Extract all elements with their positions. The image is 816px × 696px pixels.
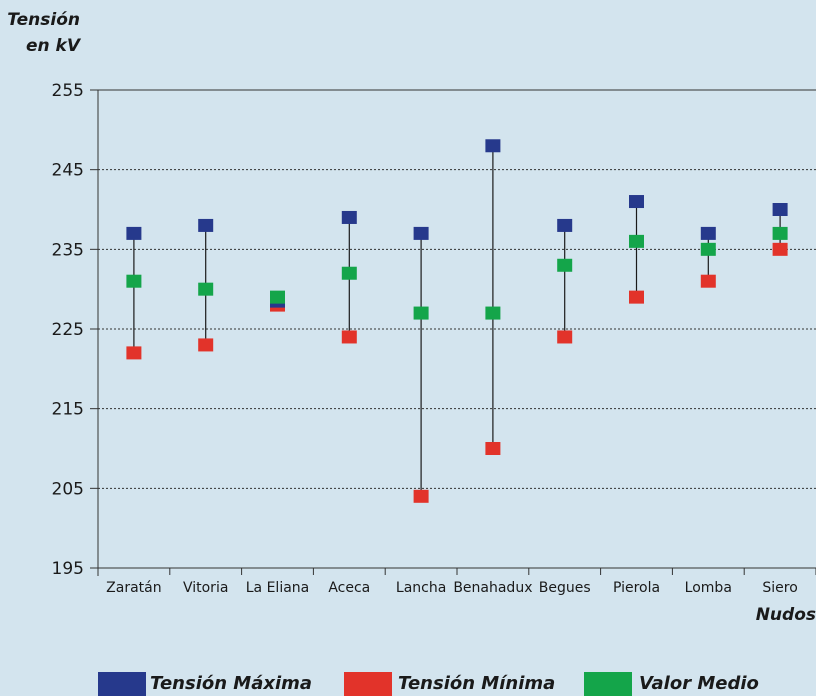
legend-swatch-max bbox=[98, 672, 146, 696]
max-marker bbox=[700, 226, 716, 240]
max-marker bbox=[413, 226, 429, 240]
mean-marker bbox=[126, 274, 142, 288]
mean-marker bbox=[700, 242, 716, 256]
max-marker bbox=[198, 218, 214, 232]
max-marker bbox=[629, 195, 644, 209]
min-marker bbox=[126, 346, 142, 360]
min-marker bbox=[413, 489, 429, 503]
max-marker bbox=[772, 203, 788, 216]
legend-label-min: Tensión Mínima bbox=[398, 673, 556, 694]
y-tick-label: 225 bbox=[52, 320, 84, 340]
legend-swatch-mean bbox=[584, 672, 632, 696]
min-marker bbox=[629, 290, 644, 304]
mean-marker bbox=[270, 290, 285, 304]
x-tick-label: Benahadux bbox=[453, 580, 532, 596]
x-tick-label: Lancha bbox=[396, 580, 446, 596]
max-marker bbox=[485, 139, 501, 153]
y-tick-label: 205 bbox=[52, 479, 84, 499]
max-marker bbox=[126, 226, 142, 240]
y-tick-label: 245 bbox=[52, 161, 84, 181]
max-marker bbox=[557, 218, 573, 232]
y-tick-label: 195 bbox=[52, 559, 84, 579]
x-tick-label: Aceca bbox=[328, 580, 370, 596]
mean-marker bbox=[557, 258, 573, 272]
mean-marker bbox=[485, 306, 501, 320]
y-axis-title-line-1: Tensión bbox=[7, 10, 80, 30]
y-tick-label: 255 bbox=[52, 81, 84, 101]
min-marker bbox=[557, 330, 573, 344]
mean-marker bbox=[198, 282, 214, 296]
legend-label-mean: Valor Medio bbox=[639, 673, 759, 694]
legend-swatch-min bbox=[344, 672, 392, 696]
mean-marker bbox=[772, 226, 788, 240]
x-tick-label: Lomba bbox=[685, 580, 732, 596]
chart: 195 205 215 225 235 245 255 Zaratán Vitoria La El… bbox=[52, 81, 816, 596]
min-marker bbox=[341, 330, 357, 344]
min-marker bbox=[198, 338, 214, 352]
legend-label-max: Tensión Máxima bbox=[150, 673, 313, 694]
x-tick-label: La Eliana bbox=[246, 580, 310, 596]
x-tick-label: Zaratán bbox=[106, 580, 161, 596]
min-marker bbox=[700, 274, 716, 288]
y-axis-title-line-2: en kV bbox=[25, 36, 80, 56]
mean-marker bbox=[413, 306, 429, 320]
y-tick-label: 215 bbox=[52, 400, 84, 420]
x-tick-label: Vitoria bbox=[183, 580, 228, 596]
x-axis-title: Nudos bbox=[755, 605, 816, 625]
mean-marker bbox=[341, 266, 357, 280]
max-marker bbox=[341, 210, 357, 224]
min-marker bbox=[485, 442, 501, 455]
y-tick-label: 235 bbox=[52, 240, 84, 260]
x-tick-label: Pierola bbox=[613, 580, 660, 596]
x-tick-label: Begues bbox=[539, 580, 591, 596]
x-tick-label: Siero bbox=[762, 580, 797, 596]
mean-marker bbox=[629, 234, 644, 248]
min-marker bbox=[772, 242, 788, 256]
